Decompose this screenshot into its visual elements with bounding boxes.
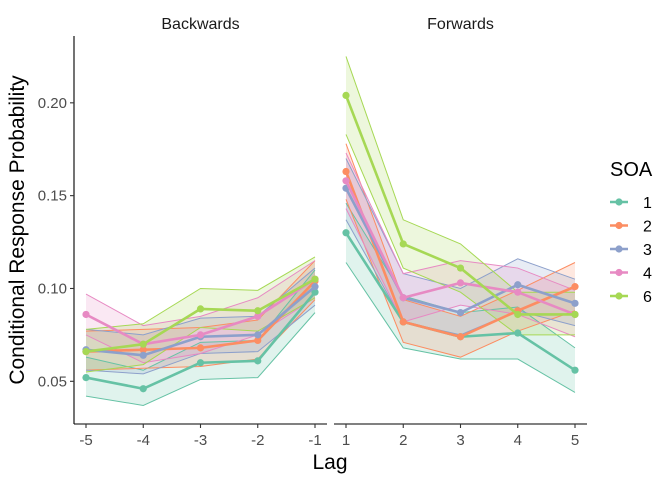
y-tick-label: 0.10 — [38, 280, 67, 297]
x-tick-label: 1 — [342, 432, 350, 449]
legend-key-point — [615, 292, 623, 300]
data-point-soa-2 — [139, 346, 147, 354]
legend-label: 6 — [643, 289, 652, 306]
data-point-soa-6 — [139, 340, 147, 348]
x-tick-label: 3 — [456, 432, 464, 449]
facet-title: Backwards — [161, 16, 239, 33]
data-point-soa-1 — [196, 359, 205, 367]
legend-label: 4 — [643, 266, 652, 283]
data-point-soa-3 — [456, 309, 465, 317]
legend-key-point — [615, 198, 623, 206]
ci-lower-soa-4 — [345, 208, 576, 338]
data-point-soa-2 — [399, 318, 407, 326]
ci-upper-soa-2 — [345, 143, 576, 317]
data-point-soa-1 — [311, 288, 319, 296]
legend-label: 1 — [643, 195, 652, 212]
data-point-soa-6 — [571, 310, 579, 319]
data-point-soa-2 — [571, 283, 579, 291]
x-tick-label: -3 — [194, 432, 207, 449]
data-point-soa-1 — [514, 329, 522, 337]
facet-title: Forwards — [427, 16, 494, 33]
ci-ribbon-soa-6 — [346, 56, 575, 335]
x-axis-title: Lag — [312, 451, 347, 474]
data-point-soa-1 — [571, 366, 579, 374]
x-tick-label: -5 — [79, 432, 92, 449]
data-point-soa-6 — [196, 305, 205, 313]
data-point-soa-4 — [196, 331, 205, 339]
data-point-soa-2 — [342, 167, 350, 176]
ci-upper-soa-6 — [85, 256, 316, 330]
x-tick-label: -4 — [137, 432, 150, 449]
ci-ribbon-soa-1 — [86, 269, 315, 406]
ci-lower-soa-1 — [85, 312, 316, 406]
data-point-soa-3 — [571, 299, 579, 307]
legend-item-soa-4: 4 — [610, 266, 652, 283]
ci-upper-soa-4 — [85, 260, 316, 327]
ci-ribbon-soa-2 — [346, 143, 575, 358]
legend-key-point — [615, 221, 623, 230]
data-point-soa-1 — [342, 229, 350, 237]
x-tick-label: 5 — [571, 432, 579, 449]
data-point-soa-3 — [254, 331, 262, 339]
legend-item-soa-2: 2 — [610, 219, 652, 236]
ci-ribbon-soa-1 — [346, 203, 575, 393]
data-point-soa-2 — [196, 344, 205, 352]
x-tick-label: 2 — [399, 432, 407, 449]
x-tick-label: -2 — [251, 432, 264, 449]
data-point-soa-4 — [456, 279, 465, 287]
ci-lower-soa-1 — [345, 262, 576, 393]
panel-forwards: Forwards 1 2 3 4 5 — [334, 16, 587, 449]
data-point-soa-4 — [399, 294, 407, 302]
data-point-soa-6 — [399, 240, 407, 248]
data-point-soa-4 — [342, 177, 350, 185]
ci-upper-soa-3 — [345, 158, 576, 290]
data-point-soa-6 — [82, 347, 90, 356]
data-point-soa-3 — [311, 283, 319, 291]
legend-key-point — [615, 245, 623, 253]
data-point-soa-2 — [254, 336, 262, 345]
data-point-soa-4 — [82, 310, 90, 319]
data-point-soa-1 — [139, 385, 147, 393]
y-tick-label: 0.05 — [38, 373, 67, 390]
x-tick-label: 4 — [514, 432, 522, 449]
data-point-soa-6 — [311, 275, 319, 283]
y-tick-label: 0.15 — [38, 188, 67, 205]
ci-lower-soa-6 — [345, 134, 575, 336]
ci-upper-soa-1 — [85, 269, 316, 371]
data-point-soa-6 — [514, 310, 522, 319]
data-point-soa-2 — [456, 333, 465, 341]
legend: SOA 1 2 3 4 6 — [610, 159, 653, 306]
panel-backwards: Backwards -5 -4 -3 -2 -1 — [74, 16, 327, 449]
data-point-soa-4 — [254, 312, 262, 320]
y-axis-title: Conditional Response Probability — [6, 75, 29, 385]
legend-label: 3 — [643, 242, 652, 259]
ci-lower-soa-2 — [345, 199, 576, 358]
legend-key-point — [615, 268, 623, 277]
ci-ribbon-soa-4 — [86, 260, 315, 363]
y-axis: 0.05 0.10 0.15 0.20 — [38, 36, 75, 424]
data-point-soa-1 — [82, 373, 90, 382]
legend-item-soa-6: 6 — [610, 289, 652, 306]
legend-item-soa-1: 1 — [610, 195, 652, 212]
data-point-soa-1 — [254, 357, 262, 365]
legend-title: SOA — [610, 159, 653, 181]
legend-label: 2 — [643, 219, 652, 236]
y-tick-label: 0.20 — [38, 95, 67, 112]
data-point-soa-6 — [456, 264, 465, 272]
ci-upper-soa-4 — [345, 152, 576, 291]
data-point-soa-6 — [254, 307, 262, 315]
data-point-soa-3 — [514, 281, 522, 289]
data-point-soa-6 — [342, 91, 350, 100]
legend-item-soa-3: 3 — [610, 242, 652, 259]
data-point-soa-4 — [514, 288, 522, 296]
x-tick-label: -1 — [308, 432, 321, 449]
data-point-soa-3 — [139, 351, 147, 359]
